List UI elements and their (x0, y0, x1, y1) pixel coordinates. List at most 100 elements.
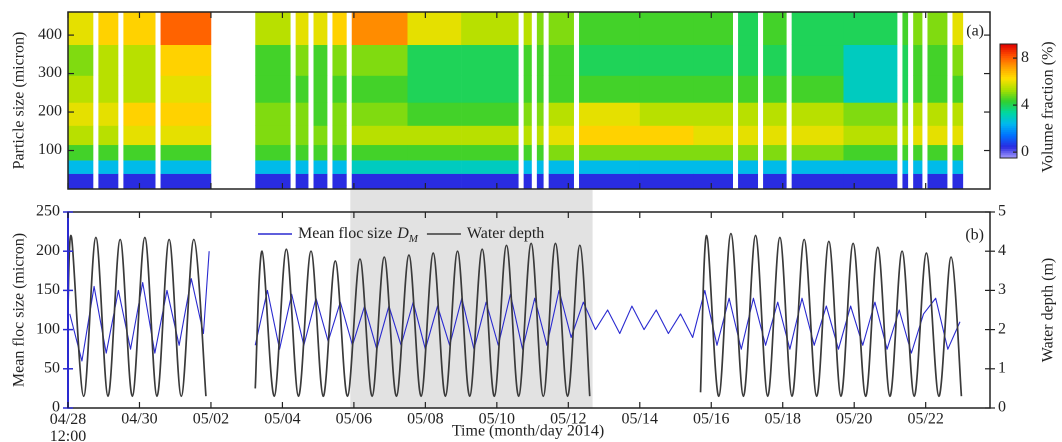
heatmap-cell (313, 173, 328, 190)
heatmap-cell (313, 160, 328, 174)
heatmap-cell (160, 12, 212, 46)
heatmap-cell (313, 44, 328, 76)
heatmap-cell (579, 44, 641, 76)
heatmap-cell (160, 173, 212, 190)
heatmap-cell (351, 44, 408, 76)
heatmap-cell (738, 173, 759, 190)
heatmap-cell (913, 12, 923, 46)
heatmap-cell (952, 75, 964, 103)
heatmap-cell (295, 173, 309, 190)
colorbar-tick-label: 4 (1021, 96, 1029, 113)
heatmap-cell (927, 125, 948, 146)
heatmap-cell (639, 102, 694, 126)
heatmap-cell (902, 12, 909, 46)
colorbar-swatch (1000, 47, 1017, 51)
colorbar-tick-label: 8 (1021, 49, 1029, 66)
heatmap-cell (461, 44, 519, 76)
heatmap-cell (791, 173, 844, 190)
heatmap-cell (738, 144, 759, 161)
colorbar-swatch (1000, 61, 1017, 64)
x-axis-label: Time (month/day 2014) (452, 423, 604, 440)
heatmap-cell (579, 125, 641, 146)
heatmap-cell (693, 160, 733, 174)
heatmap-cell (523, 75, 532, 103)
heatmap-cell (738, 12, 759, 46)
colorbar-swatch (1000, 72, 1017, 75)
heatmap-cell (332, 12, 347, 46)
heatmap-cell (843, 160, 898, 174)
y-tick-label: 50 (44, 359, 60, 376)
heatmap-cell (332, 102, 347, 126)
y-tick-label: 150 (36, 281, 60, 298)
heatmap-cell (843, 173, 898, 190)
colorbar-swatch (1000, 63, 1017, 66)
heatmap-cell (523, 44, 532, 76)
heatmap-cell (523, 160, 532, 174)
heatmap-cell (763, 75, 787, 103)
y2-tick-label: 3 (998, 281, 1006, 298)
heatmap-cell (523, 125, 532, 146)
heatmap-cell (123, 160, 156, 174)
colorbar-swatch (1000, 142, 1017, 146)
heatmap-cell (927, 44, 948, 76)
heatmap-cell (536, 125, 544, 146)
colorbar-swatch (1000, 139, 1017, 142)
heatmap-cell (738, 102, 759, 126)
series-line (69, 251, 210, 362)
heatmap-cell (639, 44, 694, 76)
heatmap-cell (523, 173, 532, 190)
colorbar-swatch (1000, 133, 1017, 136)
y2-tick-label: 1 (998, 359, 1006, 376)
heatmap-cell (693, 75, 733, 103)
heatmap-cell (763, 102, 787, 126)
colorbar-swatch (1000, 120, 1017, 123)
heatmap-cell (536, 75, 544, 103)
colorbar-swatch (1000, 148, 1017, 151)
colorbar-swatch (1000, 121, 1017, 125)
heatmap-cell (738, 44, 759, 76)
colorbar-swatch (1000, 144, 1017, 148)
legend-label: Mean floc size DM (298, 225, 419, 245)
heatmap-cell (536, 12, 544, 46)
colorbar-label: Volume fraction (%) (1040, 41, 1057, 172)
heatmap-cell (536, 144, 544, 161)
heatmap-cell (407, 12, 462, 46)
heatmap-cell (255, 144, 291, 161)
heatmap-cell (351, 144, 408, 161)
heatmap-cell (927, 160, 948, 174)
colorbar-swatch (1000, 110, 1017, 113)
heatmap-cell (693, 125, 733, 146)
heatmap-cell (927, 144, 948, 161)
y-tick-label: 300 (38, 64, 62, 81)
heatmap-cell (98, 125, 119, 146)
heatmap-cell (98, 173, 119, 190)
heatmap-cell (351, 160, 408, 174)
colorbar-swatch (1000, 95, 1017, 98)
series-line (699, 232, 963, 398)
y-tick-label: 100 (38, 141, 62, 158)
heatmap-cell (313, 102, 328, 126)
heatmap-cell (536, 44, 544, 76)
colorbar-swatch (1000, 45, 1017, 49)
heatmap-cell (763, 160, 787, 174)
heatmap-cell (639, 144, 694, 161)
heatmap-cell (98, 160, 119, 174)
colorbar-swatch (1000, 97, 1017, 100)
colorbar-swatch (1000, 118, 1017, 121)
heatmap-cell (693, 44, 733, 76)
y2-tick-label: 4 (998, 242, 1006, 259)
heatmap-cell (902, 44, 909, 76)
heatmap-cell (791, 125, 844, 146)
heatmap-cell (548, 173, 574, 190)
heatmap-cell (407, 44, 462, 76)
heatmap-cell (952, 12, 964, 46)
heatmap-cell (351, 125, 408, 146)
x-tick-label: 04/30 (121, 411, 157, 428)
heatmap-cell (548, 12, 574, 46)
heatmap-cell (68, 75, 94, 103)
heatmap-cell (313, 12, 328, 46)
heatmap-cell (255, 44, 291, 76)
colorbar-swatch (1000, 83, 1017, 87)
heatmap-cell (332, 125, 347, 146)
heatmap-cell (160, 160, 212, 174)
